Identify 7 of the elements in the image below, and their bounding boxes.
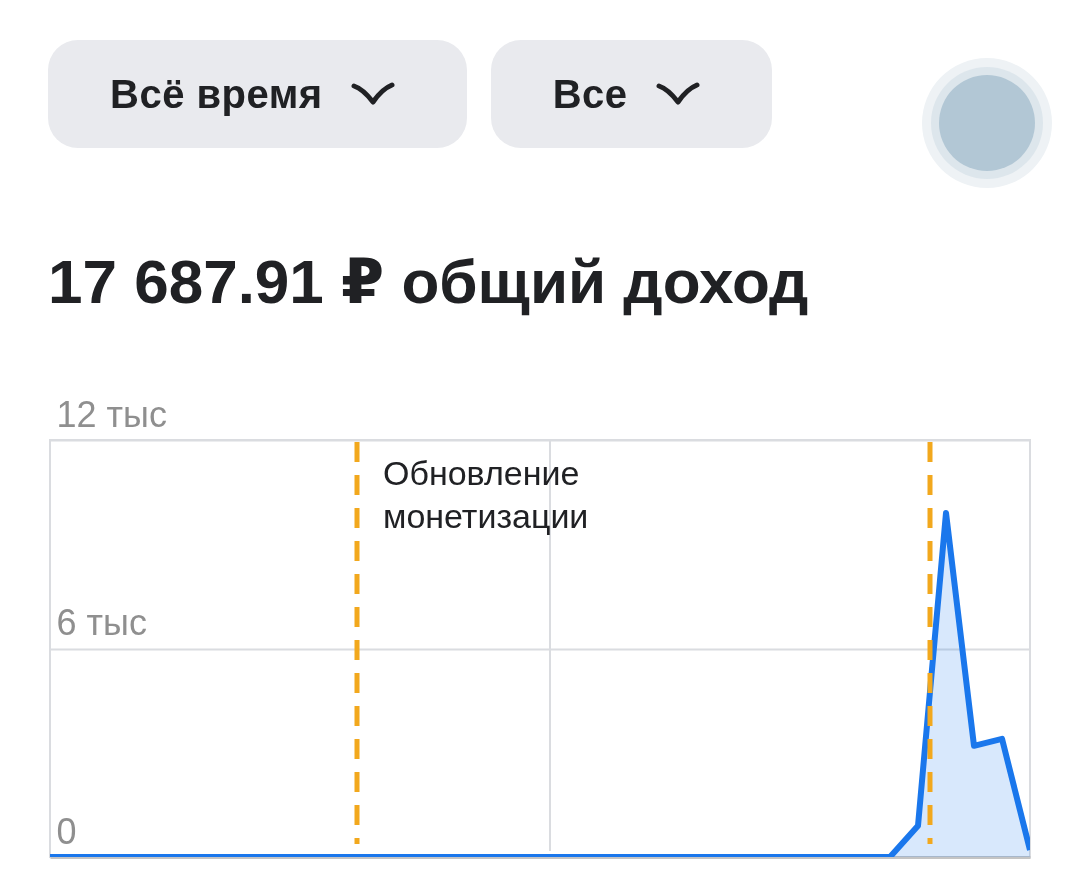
y-tick-label: 6 тыс xyxy=(56,602,147,643)
dropdown: Всё время xyxy=(48,40,467,148)
chart-title: 17 687.91 ₽ общий доход xyxy=(48,246,809,318)
y-tick-label: 0 xyxy=(56,810,77,852)
annotation: Обновление монетизации xyxy=(383,453,590,537)
y-tick-label: 12 тыс xyxy=(56,393,167,435)
dropdown: Все xyxy=(490,40,772,148)
